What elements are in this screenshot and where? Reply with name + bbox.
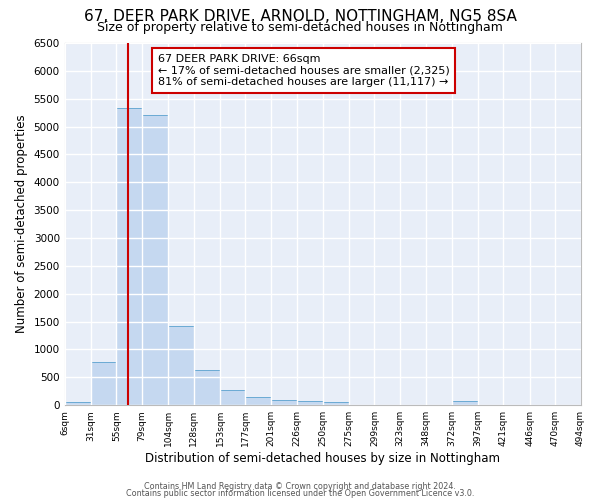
Bar [271,400,297,405]
Bar [220,390,245,405]
Bar [116,108,142,405]
Bar [245,398,271,405]
Text: Size of property relative to semi-detached houses in Nottingham: Size of property relative to semi-detach… [97,21,503,34]
Text: Contains public sector information licensed under the Open Government Licence v3: Contains public sector information licen… [126,490,474,498]
Text: Contains HM Land Registry data © Crown copyright and database right 2024.: Contains HM Land Registry data © Crown c… [144,482,456,491]
X-axis label: Distribution of semi-detached houses by size in Nottingham: Distribution of semi-detached houses by … [145,452,500,465]
Text: 67, DEER PARK DRIVE, ARNOLD, NOTTINGHAM, NG5 8SA: 67, DEER PARK DRIVE, ARNOLD, NOTTINGHAM,… [83,9,517,24]
Bar [194,370,220,405]
Bar [168,326,194,405]
Bar [323,402,349,405]
Text: 67 DEER PARK DRIVE: 66sqm
← 17% of semi-detached houses are smaller (2,325)
81% : 67 DEER PARK DRIVE: 66sqm ← 17% of semi-… [158,54,449,87]
Bar [142,115,168,405]
Bar [452,402,478,405]
Bar [297,402,323,405]
Y-axis label: Number of semi-detached properties: Number of semi-detached properties [15,115,28,334]
Bar [65,402,91,405]
Bar [91,362,116,405]
